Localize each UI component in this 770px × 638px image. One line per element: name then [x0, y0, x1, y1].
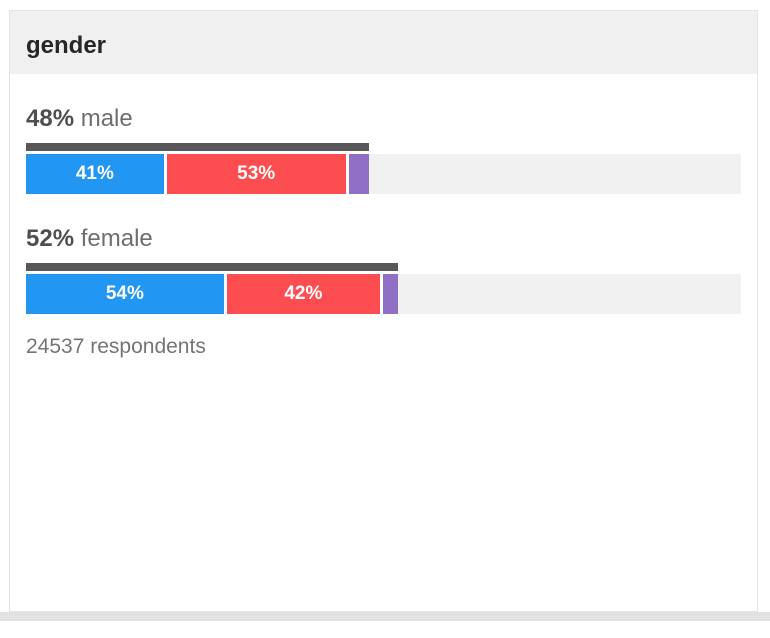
chart-title: gender: [26, 32, 107, 59]
segment-label: 53%: [237, 163, 276, 184]
respondents-footnote: 24537 respondents: [26, 335, 206, 358]
group-row: 48% male 41% 53%: [26, 104, 741, 194]
group-share-bar: [26, 263, 398, 271]
poll-card: gender 48% male 41% 53% 52% female 54% 42% 24…: [9, 10, 758, 612]
stacked-bar-track: 41% 53%: [26, 154, 741, 194]
group-name: female: [74, 225, 153, 252]
bar-segment: 41%: [26, 154, 167, 194]
segment-label: 41%: [75, 163, 114, 184]
group-percent: 48%: [26, 105, 75, 132]
gender-chart: 48% male 41% 53% 52% female 54% 42%: [26, 104, 741, 314]
segment-label: 42%: [284, 283, 323, 304]
group-label: 52% female: [26, 224, 741, 254]
bar-segment: [382, 274, 398, 314]
stacked-bar-track: 54% 42%: [26, 274, 741, 314]
bar-segment: [348, 154, 370, 194]
group-row: 52% female 54% 42%: [26, 224, 741, 314]
group-share-bar: [26, 143, 370, 151]
group-label: 48% male: [26, 104, 741, 134]
bottom-divider-band: [0, 612, 770, 621]
bar-segment: 42%: [226, 274, 383, 314]
bar-segment: 53%: [166, 154, 349, 194]
group-name: male: [74, 105, 133, 132]
card-body: 48% male 41% 53% 52% female 54% 42% 24537 res…: [10, 74, 757, 359]
card-header: gender: [10, 11, 757, 74]
group-percent: 52%: [26, 225, 75, 252]
bar-segment: 54%: [26, 274, 227, 314]
segment-label: 54%: [105, 283, 144, 304]
